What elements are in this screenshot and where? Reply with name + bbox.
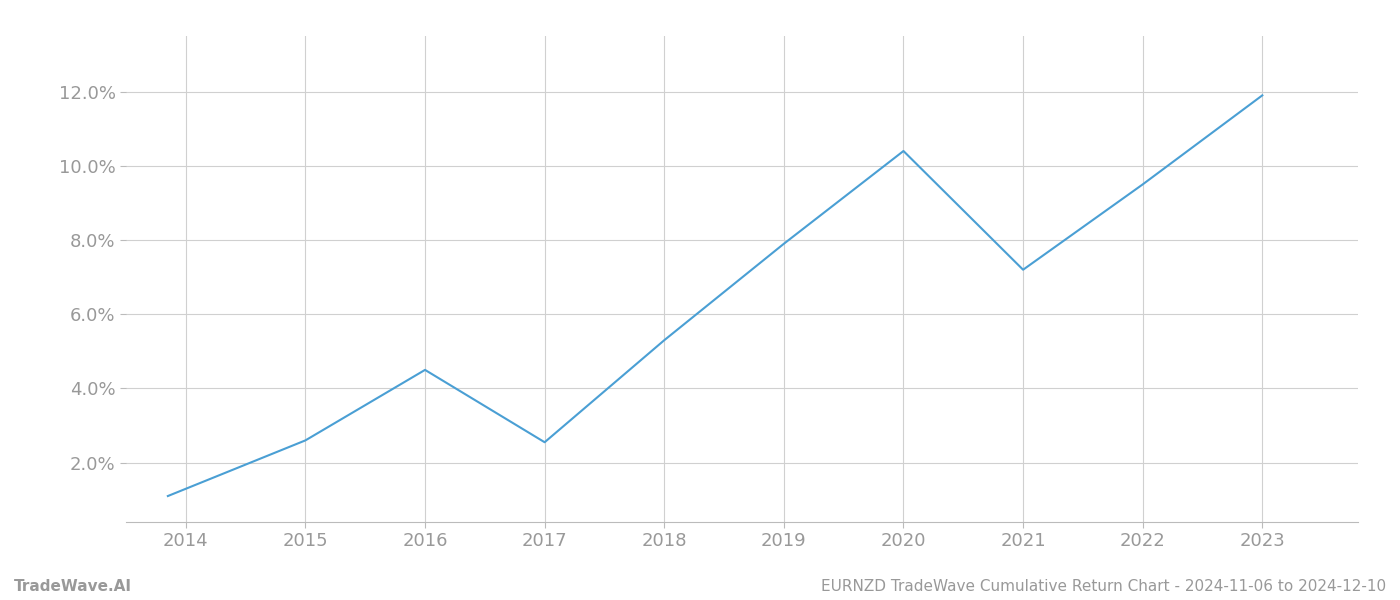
Text: EURNZD TradeWave Cumulative Return Chart - 2024-11-06 to 2024-12-10: EURNZD TradeWave Cumulative Return Chart… — [820, 579, 1386, 594]
Text: TradeWave.AI: TradeWave.AI — [14, 579, 132, 594]
